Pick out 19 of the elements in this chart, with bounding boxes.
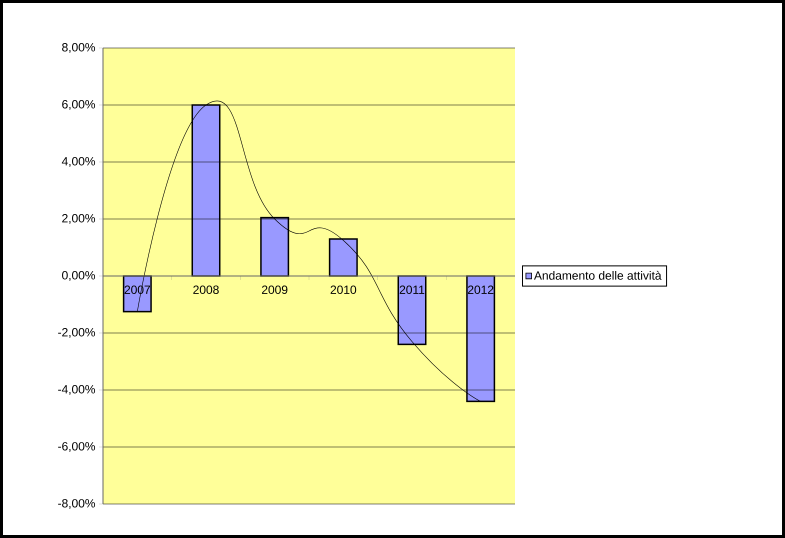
bar	[398, 275, 426, 346]
x-tick-label: 2011	[400, 286, 424, 294]
y-tick-label: -2,00%	[58, 328, 96, 338]
bar	[192, 104, 220, 277]
x-tick-label: 2010	[330, 286, 356, 294]
x-tick-label: 2009	[262, 286, 288, 294]
bar	[260, 216, 290, 277]
y-tick-label: 8,00%	[62, 43, 96, 53]
x-tick-label: 2012	[468, 286, 494, 294]
y-tick-label: 4,00%	[62, 157, 96, 167]
x-tick-label: 2008	[193, 286, 219, 294]
y-tick-label: -8,00%	[58, 499, 96, 509]
y-tick-label: 6,00%	[62, 100, 96, 110]
bar	[328, 238, 358, 277]
y-tick-label: 0,00%	[62, 271, 96, 281]
y-tick-label: -4,00%	[58, 385, 96, 395]
y-tick-label: -6,00%	[58, 442, 96, 452]
y-tick-label: 2,00%	[62, 214, 96, 224]
legend-label: Andamento delle attività	[534, 270, 662, 280]
